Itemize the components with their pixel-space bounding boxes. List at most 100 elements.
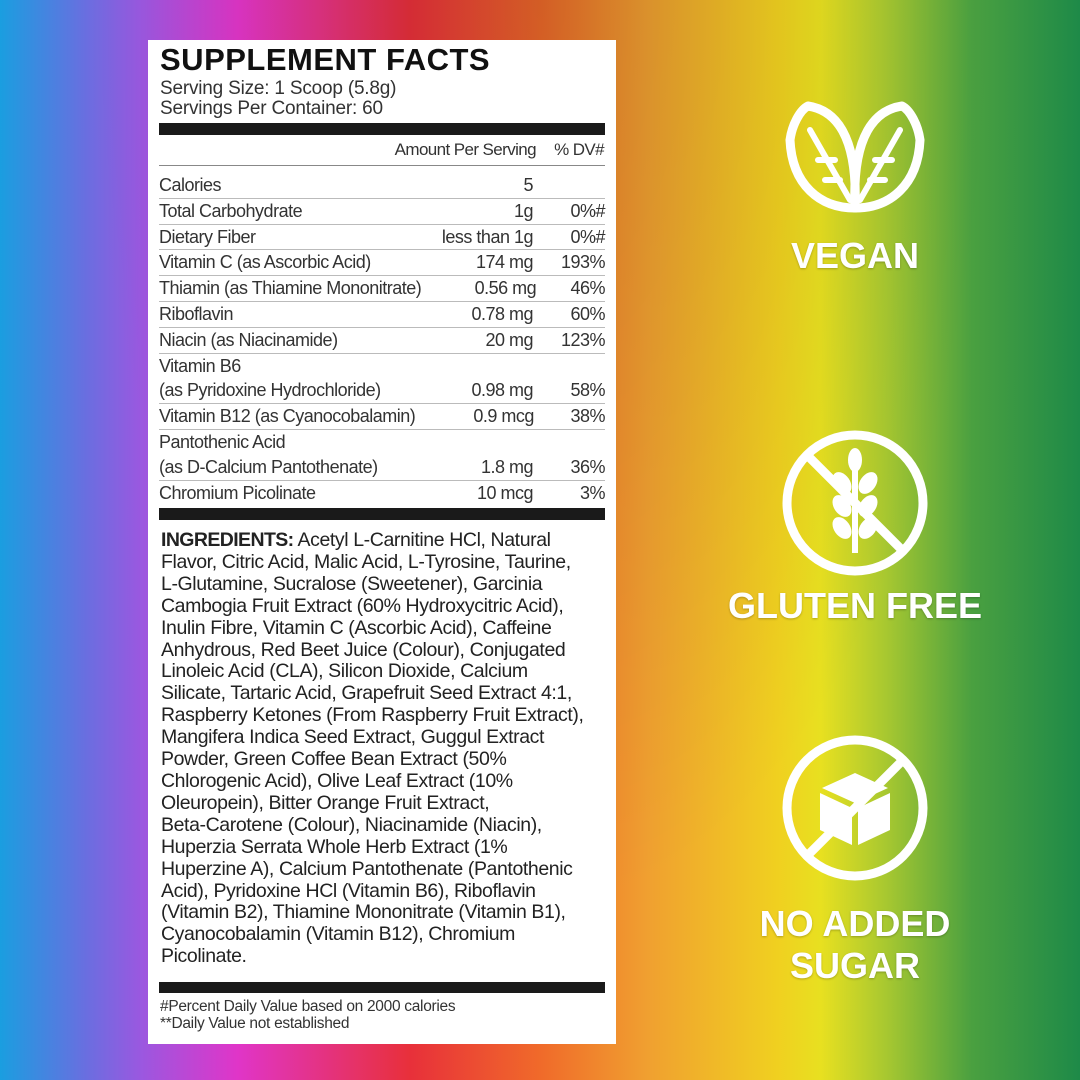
- nutrient-row: Pantothenic Acid (as D-Calcium Pantothena…: [159, 430, 606, 481]
- ingredients-heading: INGREDIENTS:: [161, 529, 294, 551]
- ingredients-text: Acetyl L-Carnitine HCl, Natural: [293, 529, 552, 551]
- nutrient-name-line: Pantothenic Acid: [159, 431, 286, 452]
- badge-vegan: VEGAN: [700, 100, 1010, 277]
- nutrient-amount: 5: [523, 175, 533, 195]
- nutrient-row: Dietary Fiber less than 1g 0%#: [159, 225, 606, 251]
- ingredients-text: Inulin Fibre, Vitamin C (Ascorbic Acid),…: [161, 616, 552, 639]
- nutrient-dv: 193%: [560, 252, 606, 273]
- ingredients-text: Powder, Green Coffee Bean Extract (50%: [161, 748, 507, 771]
- badge-text: NO ADDED SUGAR: [759, 903, 951, 986]
- nutrient-name: Vitamin B6 (as Pyridoxine Hydrochloride): [159, 354, 413, 404]
- nutrient-dv: 60%: [570, 303, 605, 324]
- ingredients-line: Cyanocobalamin (Vitamin B12), Chromium: [161, 923, 584, 946]
- ingredients-text: Cambogia Fruit Extract (60% Hydroxycitri…: [161, 594, 564, 617]
- ingredients-text: Raspberry Ketones (From Raspberry Fruit …: [161, 704, 584, 727]
- nutrient-name-line: Chromium Picolinate: [159, 482, 316, 503]
- ingredients-line: Beta-Carotene (Colour), Niacinamide (Nia…: [161, 813, 584, 837]
- nutrient-dv: 123%: [560, 329, 606, 350]
- servings-per-container: Servings Per Container: 60: [160, 98, 383, 119]
- nutrient-name: Pantothenic Acid (as D-Calcium Pantothena…: [159, 430, 413, 480]
- nutrient-name-line: Thiamin (as Thiamine Mononitrate): [159, 278, 422, 299]
- nutrient-name-line: Calories: [159, 175, 222, 195]
- nutrient-name-line: Vitamin B6: [159, 355, 241, 376]
- nutrient-name-line: Niacin (as Niacinamide): [159, 329, 338, 350]
- nutrient-row: Chromium Picolinate 10 mcg 3%: [159, 481, 606, 506]
- ingredients-text: Huperzia Serrata Whole Herb Extract (1%: [161, 835, 508, 858]
- nutrient-name-line: Dietary Fiber: [159, 226, 256, 247]
- nutrient-dv: 0%#: [570, 226, 605, 247]
- nutrient-row: Thiamin (as Thiamine Mononitrate) 0.56 mg…: [159, 276, 605, 302]
- nutrient-dv: 38%: [570, 406, 605, 427]
- nutrient-row: Vitamin B12 (as Cyanocobalamin) 0.9 mcg 38…: [159, 404, 605, 430]
- ingredients-line: Huperzia Serrata Whole Herb Extract (1%: [161, 835, 584, 859]
- ingredients-text: Chlorogenic Acid), Olive Leaf Extract (1…: [161, 769, 513, 792]
- nutrient-amount: 0.56 mg: [474, 278, 537, 299]
- nutrient-dv: 0%#: [570, 200, 605, 221]
- ingredients-text: Linoleic Acid (CLA), Silicon Dioxide, Ca…: [161, 660, 528, 683]
- ingredients-text: Silicate, Tartaric Acid, Grapefruit Seed…: [161, 682, 572, 705]
- ingredients-text: Beta-Carotene (Colour), Niacinamide (Nia…: [161, 813, 542, 836]
- no-sugar-cube-icon: [782, 735, 928, 881]
- nutrient-dv: 58%: [570, 380, 605, 401]
- header-dv: % DV#: [554, 140, 605, 159]
- nutrient-row: Niacin (as Niacinamide) 20 mg 123%: [159, 328, 606, 354]
- nutrient-dv: 36%: [570, 456, 605, 477]
- ingredients-line: Picolinate.: [161, 945, 584, 968]
- badge-gluten-free: GLUTEN FREE: [700, 428, 1010, 627]
- serving-size: Serving Size: 1 Scoop (5.8g): [160, 78, 397, 99]
- nutrient-name-line: Total Carbohydrate: [159, 200, 303, 221]
- ingredients-line: Raspberry Ketones (From Raspberry Fruit …: [161, 704, 584, 727]
- nutrient-name-line: Vitamin B12 (as Cyanocobalamin): [159, 406, 416, 427]
- nutrient-amount: 0.9 mcg: [473, 406, 534, 427]
- ingredients-line: Huperzine A), Calcium Pantothenate (Pant…: [161, 857, 584, 881]
- ingredients-line: Flavor, Citric Acid, Malic Acid, L-Tyros…: [161, 551, 584, 574]
- nutrient-name: Vitamin B12 (as Cyanocobalamin): [159, 404, 416, 429]
- nutrient-name: Chromium Picolinate: [159, 481, 413, 506]
- ingredients-text: Mangifera Indica Seed Extract, Guggul Ex…: [161, 726, 545, 749]
- ingredients-line: Chlorogenic Acid), Olive Leaf Extract (1…: [161, 769, 584, 793]
- nutrient-dv: 3%: [579, 482, 606, 503]
- leaves-icon: [785, 101, 925, 213]
- footnote-not-established: **Daily Value not established: [160, 1015, 350, 1032]
- nutrient-name: Thiamin (as Thiamine Mononitrate): [159, 276, 422, 301]
- nutrient-amount: 174 mg: [475, 252, 534, 273]
- divider-thick: [159, 982, 605, 993]
- ingredients-line: L-Glutamine, Sucralose (Sweetener), Garc…: [161, 573, 584, 596]
- label-title: SUPPLEMENT FACTS: [160, 42, 491, 77]
- nutrient-amount: 10 mcg: [476, 482, 534, 503]
- badge-text: GLUTEN FREE: [727, 585, 982, 626]
- nutrient-amount: 0.98 mg: [471, 380, 533, 401]
- footnote-dv: #Percent Daily Value based on 2000 calor…: [160, 998, 456, 1015]
- nutrient-name: Riboflavin: [159, 302, 413, 327]
- ingredients-line: Anhydrous, Red Beet Juice (Colour), Conj…: [161, 638, 584, 662]
- nutrient-name: Niacin (as Niacinamide): [159, 328, 413, 353]
- ingredients-line: Powder, Green Coffee Bean Extract (50%: [161, 748, 584, 771]
- ingredients-text: Huperzine A), Calcium Pantothenate (Pant…: [161, 857, 573, 880]
- nutrient-row: Total Carbohydrate 1g 0%#: [159, 199, 606, 225]
- ingredients-list: INGREDIENTS: Acetyl L-Carnitine HCl, Nat…: [161, 529, 584, 968]
- divider-thin: [159, 165, 605, 166]
- ingredients-line: Cambogia Fruit Extract (60% Hydroxycitri…: [161, 594, 584, 618]
- nutrient-table: Calories 5 Total Carbohydrate 1g 0%# Dietary …: [159, 173, 606, 506]
- ingredients-line: Acid), Pyridoxine HCl (Vitamin B6), Ribo…: [161, 879, 584, 903]
- ingredients-line: Mangifera Indica Seed Extract, Guggul Ex…: [161, 726, 584, 749]
- divider-thick: [159, 508, 605, 520]
- ingredients-text: Oleuropein), Bitter Orange Fruit Extract…: [161, 791, 490, 814]
- nutrient-amount: 1g: [513, 200, 534, 221]
- nutrient-row: Calories 5: [159, 173, 605, 199]
- ingredients-text: Cyanocobalamin (Vitamin B12), Chromium: [161, 923, 516, 946]
- nutrient-source: (as D-Calcium Pantothenate): [159, 456, 378, 477]
- ingredients-text: Acid), Pyridoxine HCl (Vitamin B6), Ribo…: [161, 879, 536, 902]
- badge-text: VEGAN: [790, 235, 920, 276]
- divider-thick: [159, 123, 605, 135]
- ingredients-text: Anhydrous, Red Beet Juice (Colour), Conj…: [161, 638, 566, 661]
- badge-no-added-sugar: NO ADDED SUGAR: [700, 733, 1010, 987]
- nutrient-name: Calories: [159, 173, 413, 198]
- ingredients-line: (Vitamin B2), Thiamine Mononitrate (Vita…: [161, 901, 584, 924]
- nutrient-amount: 1.8 mg: [480, 456, 534, 477]
- ingredients-line: Linoleic Acid (CLA), Silicon Dioxide, Ca…: [161, 660, 584, 683]
- nutrient-row: Vitamin C (as Ascorbic Acid) 174 mg 193%: [159, 250, 606, 277]
- nutrient-row: Riboflavin 0.78 mg 60%: [159, 302, 606, 328]
- ingredients-text: Picolinate.: [161, 945, 247, 968]
- ingredients-line: Oleuropein), Bitter Orange Fruit Extract…: [161, 791, 584, 815]
